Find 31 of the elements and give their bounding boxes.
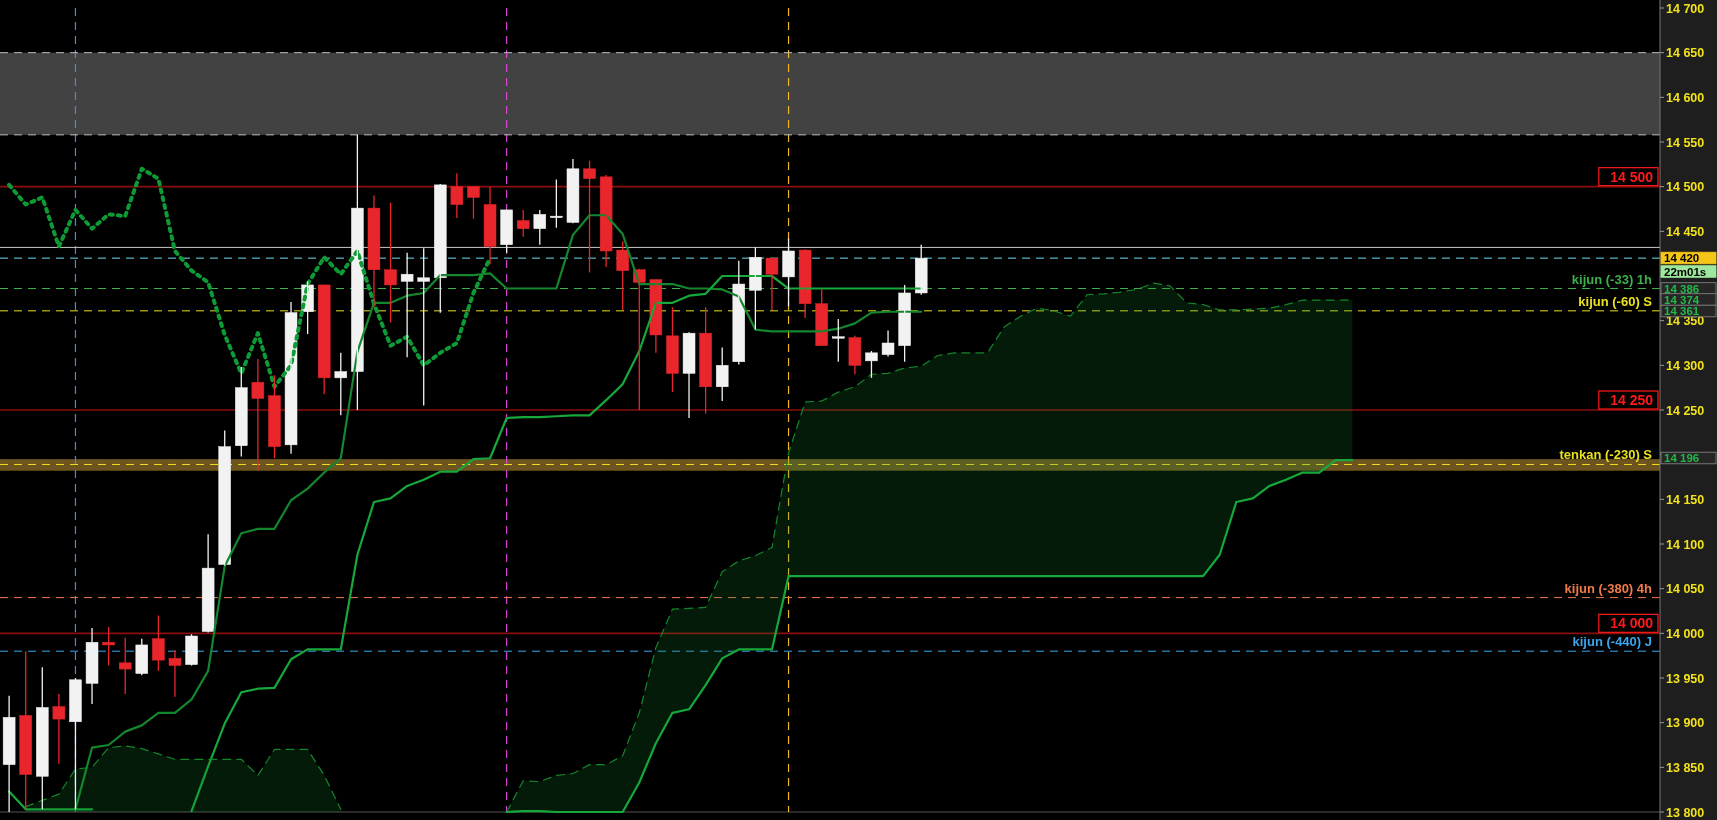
y-tick-label: 13 900 (1666, 716, 1705, 731)
ref-line-label: kijun (-60) S (1578, 293, 1653, 309)
text: 14 361 (1664, 305, 1700, 317)
y-tick-label: 13 950 (1666, 671, 1705, 686)
ref-line-label: kijun (-440) J (1572, 634, 1652, 650)
y-tick-label: 14 150 (1666, 492, 1705, 507)
y-tick-label: 14 600 (1666, 90, 1705, 105)
y-tick-label: 14 050 (1666, 582, 1705, 597)
text: 14 420 (1664, 252, 1700, 264)
y-tick-label: 14 300 (1666, 358, 1705, 373)
y-tick-label: 14 650 (1666, 46, 1705, 61)
y-tick-label: 14 550 (1666, 135, 1705, 150)
y-tick-label: 14 000 (1666, 626, 1705, 641)
text: 22m01s (1664, 265, 1707, 278)
ref-line-label: 14 250 (1610, 392, 1654, 408)
y-tick-label: 14 500 (1666, 180, 1705, 195)
y-tick-label: 14 250 (1666, 403, 1705, 418)
y-tick-label: 14 100 (1666, 537, 1705, 552)
ref-line-label: tenkan (-230) S (1559, 447, 1653, 463)
y-tick-label: 14 700 (1666, 1, 1705, 16)
y-tick-label: 14 450 (1666, 224, 1705, 239)
y-tick-label: 13 800 (1666, 805, 1705, 820)
text: 14 386 (1664, 282, 1700, 295)
y-tick-label: 13 850 (1666, 760, 1705, 775)
ref-line-label: 14 500 (1610, 168, 1654, 185)
text: 14 196 (1664, 452, 1700, 464)
ref-line-label: 14 000 (1610, 615, 1654, 632)
ref-line-label: kijun (-380) 4h (1564, 580, 1653, 596)
y-tick-label: 14 350 (1666, 314, 1705, 329)
text: 14 374 (1664, 293, 1700, 306)
ref-line-label: kijun (-33) 1h (1571, 271, 1653, 287)
